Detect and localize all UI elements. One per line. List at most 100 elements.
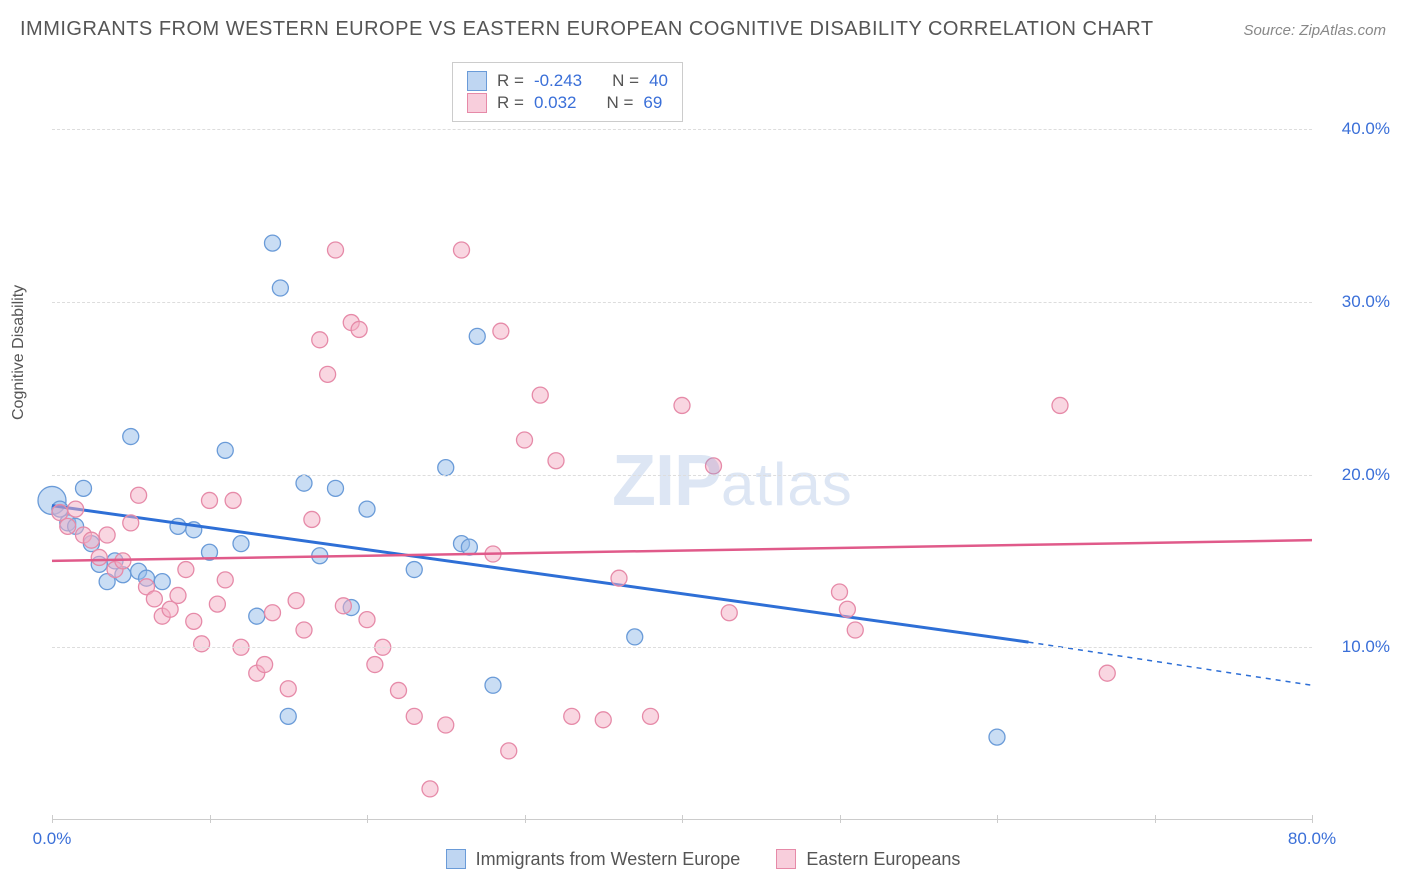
scatter-point [454,242,470,258]
scatter-point [469,328,485,344]
scatter-point [154,574,170,590]
x-tick [367,815,368,823]
legend-stat-row: R =-0.243N =40 [467,71,668,91]
legend-swatch [776,849,796,869]
x-tick [525,815,526,823]
y-tick-label: 20.0% [1342,465,1390,485]
gridline-h [52,302,1312,303]
scatter-point [438,460,454,476]
scatter-point [461,539,477,555]
scatter-point [564,708,580,724]
x-tick-label: 80.0% [1288,829,1336,849]
scatter-point [296,622,312,638]
scatter-point [83,532,99,548]
scatter-point [548,453,564,469]
scatter-point [1052,397,1068,413]
scatter-point [280,681,296,697]
scatter-point [123,429,139,445]
x-tick [210,815,211,823]
chart-title: IMMIGRANTS FROM WESTERN EUROPE VS EASTER… [20,18,1154,41]
scatter-point [485,677,501,693]
scatter-point [280,708,296,724]
y-tick-label: 10.0% [1342,637,1390,657]
scatter-point [674,397,690,413]
x-tick [52,815,53,823]
scatter-point [422,781,438,797]
gridline-h [52,475,1312,476]
scatter-point [272,280,288,296]
scatter-point [123,515,139,531]
legend-swatch [467,93,487,113]
scatter-point [170,587,186,603]
scatter-point [1099,665,1115,681]
scatter-point [146,591,162,607]
scatter-point [170,518,186,534]
scatter-point [367,657,383,673]
y-tick-label: 40.0% [1342,119,1390,139]
scatter-point [517,432,533,448]
scatter-point [611,570,627,586]
x-tick [1312,815,1313,823]
x-tick [997,815,998,823]
scatter-point [328,480,344,496]
legend-series-label: Immigrants from Western Europe [476,849,741,870]
scatter-point [328,242,344,258]
scatter-point [209,596,225,612]
legend-r-label: R = [497,71,524,91]
legend-series-item: Immigrants from Western Europe [446,849,741,870]
scatter-point [178,562,194,578]
scatter-point [194,636,210,652]
scatter-point [721,605,737,621]
scatter-svg [52,60,1312,819]
scatter-point [217,572,233,588]
scatter-point [68,501,84,517]
scatter-point [99,527,115,543]
plot-area: R =-0.243N =40R = 0.032N =69 ZIPatlas 10… [52,60,1312,820]
scatter-point [595,712,611,728]
scatter-point [493,323,509,339]
legend-series: Immigrants from Western Europe Eastern Eu… [0,849,1406,875]
scatter-point [335,598,351,614]
scatter-point [312,332,328,348]
scatter-point [202,492,218,508]
scatter-point [706,458,722,474]
legend-r-value: 0.032 [534,93,577,113]
x-tick [682,815,683,823]
scatter-point [359,612,375,628]
legend-n-label: N = [612,71,639,91]
scatter-point [359,501,375,517]
scatter-point [989,729,1005,745]
scatter-point [406,562,422,578]
legend-series-label: Eastern Europeans [806,849,960,870]
legend-swatch [446,849,466,869]
y-axis-label: Cognitive Disability [10,285,28,420]
scatter-point [438,717,454,733]
scatter-point [320,366,336,382]
x-tick [840,815,841,823]
legend-n-label: N = [606,93,633,113]
x-tick-label: 0.0% [33,829,72,849]
legend-swatch [467,71,487,91]
scatter-point [265,605,281,621]
scatter-point [627,629,643,645]
scatter-point [643,708,659,724]
scatter-point [532,387,548,403]
gridline-h [52,129,1312,130]
y-tick-label: 30.0% [1342,292,1390,312]
scatter-point [847,622,863,638]
scatter-point [391,682,407,698]
scatter-point [91,549,107,565]
legend-series-item: Eastern Europeans [776,849,960,870]
scatter-point [186,613,202,629]
scatter-point [60,518,76,534]
scatter-point [832,584,848,600]
scatter-point [233,536,249,552]
scatter-point [76,480,92,496]
scatter-point [225,492,241,508]
scatter-point [501,743,517,759]
scatter-point [257,657,273,673]
trend-line-extension [1029,642,1313,685]
gridline-h [52,647,1312,648]
legend-r-value: -0.243 [534,71,582,91]
scatter-point [288,593,304,609]
